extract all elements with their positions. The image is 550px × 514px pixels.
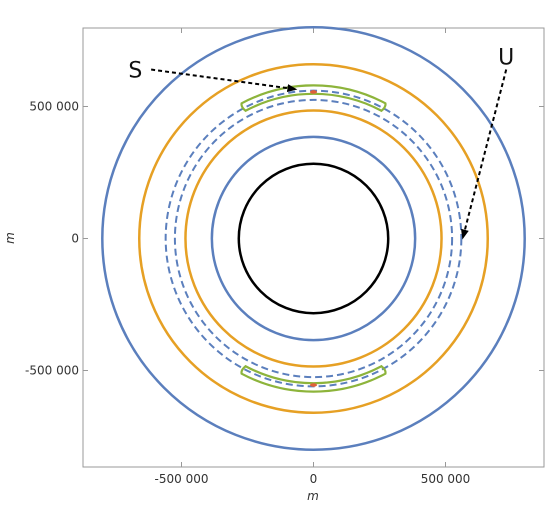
annotation-label: U [498,45,514,70]
contour-circle [210,135,417,342]
crescent-contour [240,84,387,113]
annotation-arrow [151,68,298,93]
annotation-arrows: SU [128,45,514,240]
chart-marks [101,26,526,451]
red-point [310,90,317,94]
contour-circle [184,109,443,368]
annotation-label: S [128,59,142,84]
x-tick-label: 500 000 [421,472,471,486]
x-tick-label: -500 000 [155,472,209,486]
red-point [310,383,317,387]
y-tick-label: 500 000 [29,100,79,114]
contour-circle [173,98,454,379]
y-tick-label: -500 000 [25,364,79,378]
contour-circle [237,162,390,315]
x-axis-label: m [307,489,319,503]
annotation-arrow [461,69,508,240]
axis-ticks: -500 000 0 500 000 500 000 0 -500 000 [25,28,544,486]
y-tick-label: 0 [71,232,79,246]
contour-circle [138,63,489,414]
x-tick-label: 0 [310,472,318,486]
y-axis-label: m [3,232,17,244]
contour-circle [164,89,463,388]
contour-circle [101,26,526,451]
crescent-contour [240,364,387,393]
